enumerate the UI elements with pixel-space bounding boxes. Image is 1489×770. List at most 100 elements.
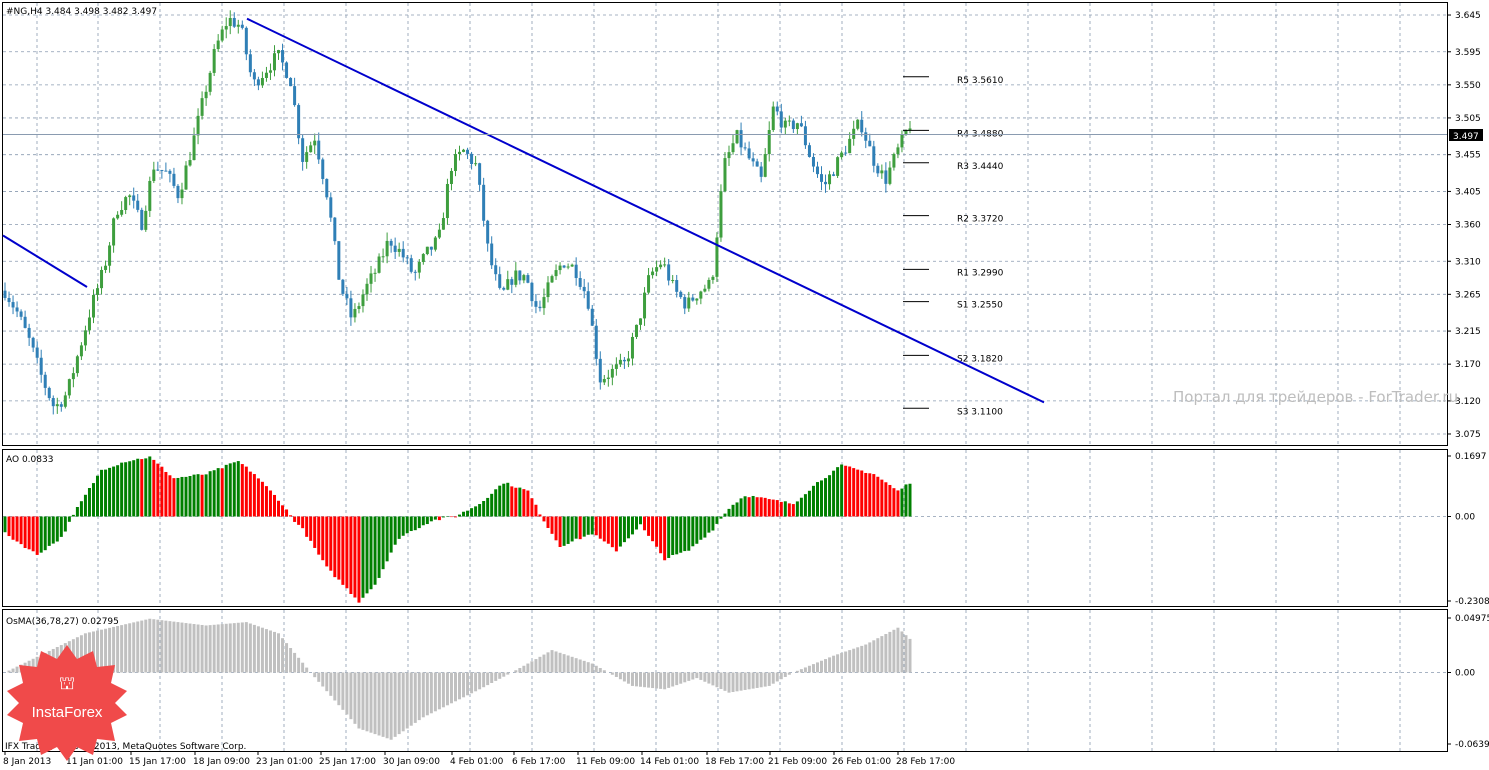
candle-body <box>908 128 912 131</box>
candle-body <box>333 217 337 242</box>
candle-body <box>727 152 731 159</box>
candle-body <box>7 297 11 303</box>
candle-body <box>783 120 787 128</box>
candle-body <box>172 173 176 186</box>
trendlines[interactable] <box>2 17 1045 404</box>
candle-body <box>132 195 136 201</box>
osma-tick-label: -0.0639 <box>1455 740 1489 750</box>
candle-body <box>128 195 132 198</box>
candle-body <box>116 214 120 219</box>
candle-body <box>19 311 23 317</box>
candle-body <box>240 24 244 28</box>
candle-body <box>614 364 618 369</box>
candle-body <box>832 174 836 176</box>
candle-body <box>594 325 598 359</box>
candle-body <box>506 279 510 290</box>
candle-body <box>108 245 112 266</box>
trendline[interactable] <box>2 234 88 288</box>
candle-body <box>104 265 108 270</box>
ao-tick-label: -0.2308 <box>1455 597 1489 607</box>
candle-body <box>478 163 482 185</box>
candle-body <box>91 294 95 318</box>
time-tick-label: 11 Jan 01:00 <box>66 757 123 767</box>
pivot-label: S1 3.2550 <box>957 301 1003 311</box>
price-tick-label: 3.645 <box>1455 11 1481 21</box>
candle-body <box>397 248 401 252</box>
candle-body <box>409 258 413 272</box>
main-panel[interactable] <box>2 2 1448 446</box>
price-tick-label: 3.265 <box>1455 290 1481 300</box>
candle-body <box>892 154 896 168</box>
candle-body <box>289 77 293 87</box>
candle-body <box>124 197 128 210</box>
candle-body <box>377 256 381 273</box>
candle-body <box>723 158 727 192</box>
ao-axis: 0.1697 0.00 -0.2308 <box>1447 452 1489 607</box>
candle-body <box>200 98 204 116</box>
candle-body <box>574 264 578 279</box>
candle-body <box>578 278 582 287</box>
candle-body <box>647 275 651 293</box>
time-tick-label: 14 Feb 01:00 <box>640 757 699 767</box>
main-title: #NG,H4 3.484 3.498 3.482 3.497 <box>6 7 157 17</box>
candle-body <box>281 50 285 63</box>
candle-body <box>675 280 679 292</box>
osma-tick-label: 0.04975 <box>1455 614 1489 624</box>
candle-body <box>120 209 124 215</box>
candle-body <box>15 307 19 312</box>
candle-body <box>538 306 542 309</box>
candle-body <box>196 115 200 136</box>
candle-body <box>369 273 373 284</box>
candle-body <box>55 404 59 407</box>
osma-title: OsMA(36,78,27) 0.02795 <box>6 617 119 627</box>
trendline[interactable] <box>246 17 1045 404</box>
candle-body <box>51 398 55 407</box>
candle-body <box>671 280 675 282</box>
candle-body <box>144 210 148 230</box>
candle-body <box>828 174 832 185</box>
candle-body <box>59 404 63 407</box>
candle-body <box>236 24 240 27</box>
candle-body <box>216 40 220 50</box>
candle-body <box>449 170 453 184</box>
instaforex-glyph-icon: ⛫ <box>58 673 76 694</box>
candle-body <box>707 279 711 289</box>
candle-body <box>96 288 100 295</box>
candle-body <box>212 49 216 73</box>
candle-body <box>361 294 365 307</box>
candle-body <box>268 70 272 73</box>
time-tick-label: 23 Jan 01:00 <box>256 757 313 767</box>
candle-body <box>836 157 840 176</box>
candle-body <box>349 298 353 318</box>
candle-body <box>293 86 297 106</box>
candle-body <box>441 218 445 230</box>
candle-body <box>767 130 771 155</box>
candle-body <box>811 156 815 167</box>
price-tick-label: 3.550 <box>1455 81 1481 91</box>
candle-body <box>731 143 735 153</box>
instaforex-logo: ⛫ InstaForex <box>5 643 129 763</box>
candle-body <box>425 246 429 255</box>
candle-body <box>389 240 393 246</box>
candle-body <box>75 356 79 374</box>
time-tick-label: 21 Feb 09:00 <box>768 757 827 767</box>
candle-body <box>747 148 751 159</box>
candle-body <box>570 264 574 267</box>
candle-body <box>421 254 425 263</box>
candle-body <box>691 297 695 301</box>
candle-body <box>160 169 164 171</box>
candle-body <box>807 145 811 157</box>
candle-body <box>626 358 630 362</box>
current-price-value: 3.497 <box>1453 132 1479 142</box>
candle-body <box>433 237 437 250</box>
candle-body <box>47 387 51 399</box>
candle-body <box>663 264 667 266</box>
candle-body <box>224 26 228 30</box>
candle-body <box>305 152 309 162</box>
candle-body <box>514 270 518 285</box>
candle-body <box>337 241 341 280</box>
candle-body <box>357 306 361 309</box>
candle-body <box>735 130 739 144</box>
logo-badge <box>7 645 127 761</box>
